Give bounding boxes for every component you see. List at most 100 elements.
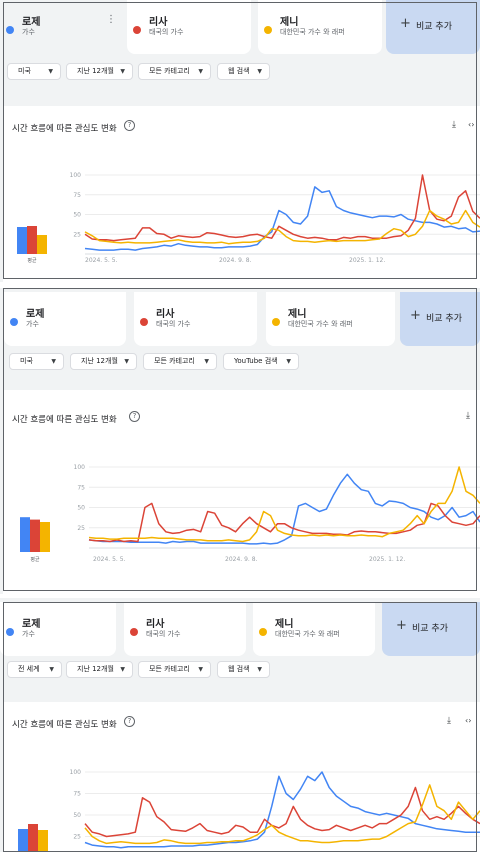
filter-label: 미국 [18,67,31,75]
term-card-jennie[interactable]: 제니 대한민국 가수 와 래퍼 [258,0,382,54]
add-compare-button[interactable]: + 비교 추가 [382,602,480,656]
rose-color-dot [6,26,14,34]
help-icon[interactable]: ? [129,411,140,422]
term-subtitle: 대한민국 가수 와 래퍼 [280,28,345,36]
term-card-rose[interactable]: 로제 가수 [0,602,116,656]
search-type-filter[interactable]: 웹 검색 ▼ [217,63,270,80]
average-bar-2 [40,522,50,552]
interest-over-time-card: 시간 흐름에 따른 관심도 변화 ? ⤓ ‹› 25 50 75 100 2024. 5… [3,106,480,282]
more-vert-icon[interactable]: ⋮ [106,14,116,25]
search-type-filter[interactable]: YouTube 검색 ▼ [223,353,299,370]
average-bar-2 [37,235,47,254]
series-line-1 [84,786,480,838]
term-card-jennie[interactable]: 제니 대한민국 가수 와 래퍼 [266,292,395,346]
add-compare-button[interactable]: + 비교 추가 [386,0,480,54]
add-compare-button[interactable]: + 비교 추가 [400,292,480,346]
caret-down-icon: ▼ [286,358,291,365]
caret-down-icon: ▼ [198,68,203,75]
compare-label: 비교 추가 [416,22,452,32]
time-filter[interactable]: 지난 12개월 ▼ [66,63,133,80]
filter-label: 모든 카테고리 [149,665,190,673]
interest-over-time-card: 시간 흐름에 따른 관심도 변화 ? ⤓ 25 50 75 100 2024. 5. 5… [3,390,480,594]
line-chart: 25 50 75 100 2024. 5. 5. 2024. 9. 8. 2025. 1. … [20,464,480,563]
series-line-0 [88,473,480,545]
region-filter[interactable]: 미국 ▼ [7,63,61,80]
y-tick-label: 50 [77,505,85,512]
category-filter[interactable]: 모든 카테고리 ▼ [138,661,211,678]
series-line-1 [84,174,480,242]
filter-label: 모든 카테고리 [154,357,195,365]
line-chart: 25 50 75 100 [18,769,480,852]
x-tick-label: 2025. 1. 12. [369,556,405,563]
search-type-filter[interactable]: 웹 검색 ▼ [217,661,270,678]
caret-down-icon: ▼ [257,666,262,673]
category-filter[interactable]: 모든 카테고리 ▼ [143,353,217,370]
term-card-rose[interactable]: 로제 가수 [4,292,126,346]
average-bar-0 [18,829,28,852]
help-icon[interactable]: ? [124,120,135,131]
filter-label: YouTube 검색 [234,357,278,365]
term-card-lisa[interactable]: 리사 태국의 가수 [124,602,246,656]
region-filter[interactable]: 미국 ▼ [9,353,64,370]
lisa-color-dot [140,318,148,326]
term-subtitle: 대한민국 가수 와 래퍼 [288,320,353,328]
embed-code-icon[interactable]: ‹› [468,120,475,129]
time-filter[interactable]: 지난 12개월 ▼ [70,353,137,370]
term-card-lisa[interactable]: 리사 태국의 가수 [127,0,251,54]
caret-down-icon: ▼ [257,68,262,75]
series-line-2 [88,466,480,543]
y-tick-label: 75 [73,192,81,199]
average-bar-0 [20,517,30,552]
term-name: 제니 [275,619,294,630]
help-icon[interactable]: ? [124,716,135,727]
term-subtitle: 가수 [26,320,39,328]
caret-down-icon: ▼ [120,666,125,673]
plus-icon: + [410,308,421,323]
category-filter[interactable]: 모든 카테고리 ▼ [138,63,211,80]
y-tick-label: 75 [77,484,85,491]
term-name: 제니 [288,309,307,320]
compare-label: 비교 추가 [412,624,448,634]
series-line-1 [88,502,480,543]
download-icon[interactable]: ⤓ [466,411,470,421]
interest-over-time-card: 시간 흐름에 따른 관심도 변화 ? ⤓ ‹› 25 50 75 100 [3,702,480,852]
region-filter[interactable]: 전 세계 ▼ [7,661,62,678]
jennie-color-dot [272,318,280,326]
average-bar-1 [28,824,38,852]
caret-down-icon: ▼ [49,666,54,673]
term-card-lisa[interactable]: 리사 태국의 가수 [134,292,257,346]
download-icon[interactable]: ⤓ [447,716,451,726]
term-name: 리사 [156,309,175,320]
term-name: 로제 [22,17,41,28]
trends-panel-1: 로제 가수 ⋮ 리사 태국의 가수 제니 대한민국 가수 와 래퍼 + 비교 추… [0,0,480,282]
filter-label: 웹 검색 [228,67,250,75]
jennie-color-dot [264,26,272,34]
y-tick-label: 25 [73,834,81,841]
x-tick-label: 2024. 5. 5. [93,556,126,563]
average-bar-2 [38,830,48,852]
time-filter[interactable]: 지난 12개월 ▼ [66,661,133,678]
embed-code-icon[interactable]: ‹› [465,716,472,725]
term-subtitle: 태국의 가수 [146,630,181,638]
compare-label: 비교 추가 [426,314,462,324]
filter-label: 지난 12개월 [77,665,114,673]
caret-down-icon: ▼ [48,68,53,75]
x-tick-label: 2024. 9. 8. [219,257,252,264]
average-bar-0 [17,227,27,254]
y-tick-label: 100 [70,769,82,776]
term-name: 제니 [280,17,299,28]
y-tick-label: 100 [74,464,86,471]
term-name: 리사 [146,619,165,630]
line-chart: 25 50 75 100 2024. 5. 5. 2024. 9. 8. 2025. 1. … [17,172,480,264]
download-icon[interactable]: ⤓ [452,120,456,130]
series-line-2 [84,784,480,845]
term-card-rose[interactable]: 로제 가수 ⋮ [0,0,124,54]
plus-icon: + [400,16,411,31]
term-card-jennie[interactable]: 제니 대한민국 가수 와 래퍼 [253,602,375,656]
x-tick-label: 2024. 5. 5. [85,257,118,264]
term-row: 로제 가수 ⋮ 리사 태국의 가수 제니 대한민국 가수 와 래퍼 + 비교 추… [0,0,480,54]
term-row: 로제 가수 리사 태국의 가수 제니 대한민국 가수 와 래퍼 + 비교 추가 [0,292,480,346]
filter-row: 전 세계 ▼ 지난 12개월 ▼ 모든 카테고리 ▼ 웹 검색 ▼ [0,661,480,681]
average-bar-1 [30,519,40,552]
filter-label: 웹 검색 [228,665,250,673]
